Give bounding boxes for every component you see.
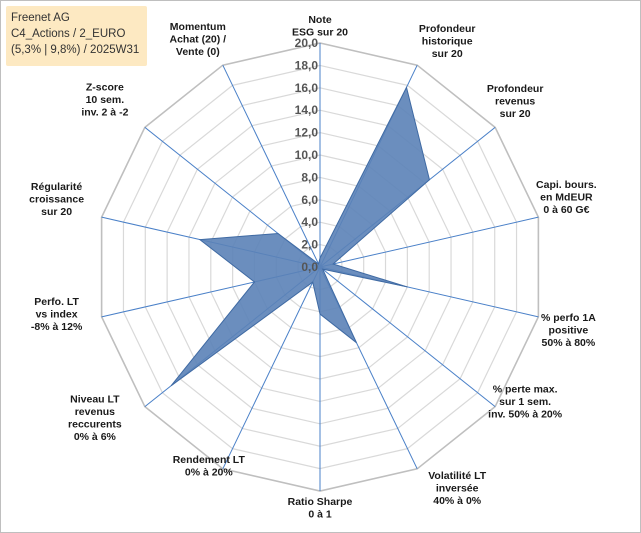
tick-label: 4,0 bbox=[301, 215, 318, 229]
axis-label: Momentum Achat (20) / Vente (0) bbox=[170, 21, 227, 58]
axis-label: Rendement LT 0% à 20% bbox=[173, 454, 246, 479]
axis-label: Profondeur revenus sur 20 bbox=[487, 83, 544, 120]
axis-label-line: -8% à 12% bbox=[31, 321, 83, 333]
axis-label: Profondeur historique sur 20 bbox=[419, 23, 476, 60]
axis-label-line: 10 sem. bbox=[86, 94, 125, 106]
axis-label-line: Achat (20) / bbox=[170, 34, 227, 46]
axis-label-line: sur 20 bbox=[41, 206, 72, 218]
axis-label: Régularité croissance sur 20 bbox=[29, 181, 84, 218]
axis-label-line: Niveau LT bbox=[70, 394, 120, 406]
tick-label: 14,0 bbox=[295, 103, 319, 117]
axis-label-line: Momentum bbox=[170, 21, 226, 33]
axis-label-line: reccurents bbox=[68, 419, 122, 431]
axis-label-line: inv. 50% à 20% bbox=[488, 409, 563, 421]
axis-label: Z-score 10 sem. inv. 2 à -2 bbox=[81, 81, 128, 118]
tick-label: 20,0 bbox=[295, 36, 319, 50]
axis-label-line: Perfo. LT bbox=[34, 296, 79, 308]
company-name: Freenet AG bbox=[11, 12, 70, 24]
radial-ticks: 0,0 2,0 4,0 6,0 8,0 10,0 12,0 14,0 16,0 18,0 20,0 bbox=[295, 36, 319, 274]
tick-label: 8,0 bbox=[301, 170, 318, 184]
axis-label-line: sur 20 bbox=[432, 48, 463, 60]
axis-label: % perte max. sur 1 sem. inv. 50% à 20% bbox=[488, 384, 563, 421]
tick-label: 2,0 bbox=[301, 238, 318, 252]
axis-label: Capi. bours. en MdEUR 0 à 60 G€ bbox=[536, 179, 597, 216]
axis-label: Volatilité LT inversée 40% à 0% bbox=[428, 470, 487, 507]
series bbox=[170, 85, 431, 387]
axis-label-line: ESG sur 20 bbox=[292, 27, 348, 39]
axis-label-line: Note bbox=[308, 14, 331, 26]
axis-labels: Note ESG sur 20 Profondeur historique sur 20… bbox=[29, 14, 597, 521]
axis-spoke bbox=[222, 64, 321, 268]
axis-label-line: 0% à 6% bbox=[74, 431, 117, 443]
axis-label: Note ESG sur 20 bbox=[292, 14, 348, 39]
axis-label-line: 40% à 0% bbox=[433, 495, 482, 507]
axis-label-line: % perfo 1A bbox=[541, 312, 596, 324]
axis-label-line: Profondeur bbox=[487, 83, 544, 95]
axis-label-line: historique bbox=[422, 36, 473, 48]
tick-label: 16,0 bbox=[295, 81, 319, 95]
axis-label-line: inv. 2 à -2 bbox=[81, 106, 128, 118]
axis-spoke bbox=[319, 216, 539, 268]
axis-label-line: Vente (0) bbox=[176, 46, 220, 58]
axis-label-line: revenus bbox=[495, 95, 535, 107]
axis-label-line: Régularité bbox=[31, 181, 83, 193]
axis-label-line: Capi. bours. bbox=[536, 179, 597, 191]
axis-label-line: sur 20 bbox=[500, 108, 531, 120]
axis-label-line: Rendement LT bbox=[173, 454, 246, 466]
tick-label: 10,0 bbox=[295, 148, 319, 162]
tick-label: 12,0 bbox=[295, 126, 319, 140]
axis-label-line: % perte max. bbox=[493, 384, 558, 396]
axis-label-line: Profondeur bbox=[419, 23, 476, 35]
axis-label-line: 0 à 60 G€ bbox=[543, 204, 589, 216]
axis-label-line: en MdEUR bbox=[540, 192, 593, 204]
axis-label-line: 0% à 20% bbox=[185, 466, 234, 478]
axis-label: Ratio Sharpe 0 à 1 bbox=[288, 496, 353, 521]
axis-label-line: revenus bbox=[75, 406, 115, 418]
axis-label-line: vs index bbox=[36, 308, 78, 320]
axis-label-line: 50% à 80% bbox=[542, 337, 596, 349]
axis-label: Perfo. LT vs index -8% à 12% bbox=[31, 296, 83, 333]
axis-label-line: Ratio Sharpe bbox=[288, 496, 353, 508]
axis-label-line: sur 1 sem. bbox=[499, 396, 551, 408]
info-box: Freenet AG C4_Actions / 2_EURO (5,3% | 9… bbox=[6, 6, 147, 66]
tick-label: 6,0 bbox=[301, 193, 318, 207]
axis-spoke bbox=[319, 266, 496, 408]
axis-label: % perfo 1A positive 50% à 80% bbox=[541, 312, 596, 349]
axis-label-line: Volatilité LT bbox=[428, 470, 487, 482]
axis-label-line: inversée bbox=[436, 482, 479, 494]
period-summary: (5,3% | 9,8%) / 2025W31 bbox=[11, 44, 140, 56]
axis-label-line: Z-score bbox=[86, 81, 124, 93]
portfolio-category: C4_Actions / 2_EURO bbox=[11, 28, 126, 40]
axis-label-line: 0 à 1 bbox=[308, 509, 332, 521]
tick-label: 18,0 bbox=[295, 58, 319, 72]
axis-label: Niveau LT revenus reccurents 0% à 6% bbox=[68, 394, 122, 444]
axis-spoke bbox=[222, 266, 321, 470]
tick-label: 0,0 bbox=[301, 260, 318, 274]
axis-label-line: positive bbox=[549, 324, 589, 336]
axis-label-line: croissance bbox=[29, 194, 84, 206]
